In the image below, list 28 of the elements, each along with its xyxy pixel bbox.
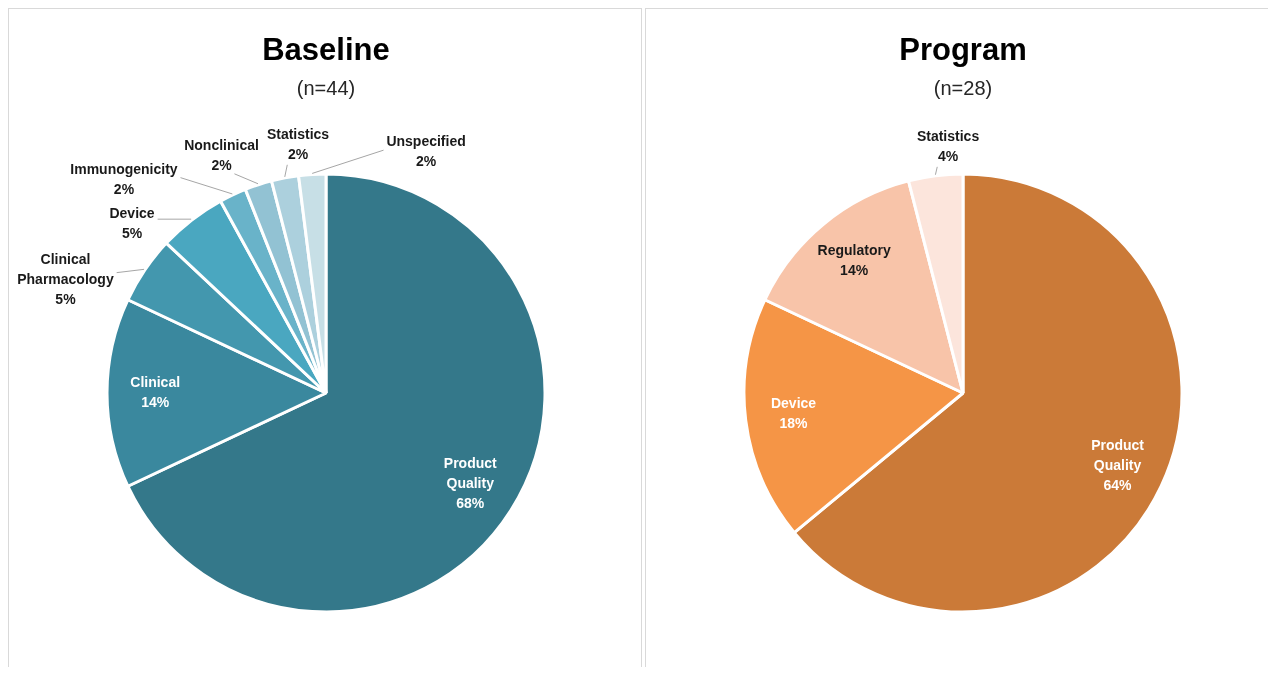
data-label: 2%: [211, 156, 233, 173]
slice-label: Device: [109, 205, 155, 222]
data-label: 5%: [55, 290, 77, 307]
slice-label: Immunogenicity: [70, 160, 178, 177]
data-label: 14%: [141, 393, 170, 410]
slice-label: Device: [770, 395, 817, 412]
slice-label: Statistics: [266, 125, 330, 142]
data-label: 2%: [113, 180, 135, 197]
chart-subtitle: (n=28): [933, 77, 993, 99]
data-label: 14%: [840, 262, 869, 279]
chart-subtitle: (n=44): [296, 77, 356, 99]
slice-label: Clinical Pharmacology: [17, 250, 114, 287]
data-label: 68%: [456, 495, 485, 512]
data-label: 4%: [937, 147, 959, 164]
slice-label: Regulatory: [817, 242, 891, 259]
slice-label: Product Quality: [443, 455, 498, 492]
chart-title: Baseline: [262, 32, 390, 67]
data-label: 2%: [415, 153, 437, 170]
data-label: 5%: [121, 225, 143, 242]
slice-label: Unspecified: [386, 133, 466, 150]
data-label: 2%: [287, 145, 309, 162]
slice-label: Statistics: [916, 127, 980, 144]
data-label: 18%: [779, 415, 809, 432]
slice-label: Nonclinical: [184, 136, 259, 153]
data-label: 64%: [1103, 476, 1133, 493]
slice-label: Clinical: [130, 373, 181, 390]
slice-label: Product Quality: [1091, 436, 1145, 473]
chart-title: Program: [899, 32, 1027, 67]
